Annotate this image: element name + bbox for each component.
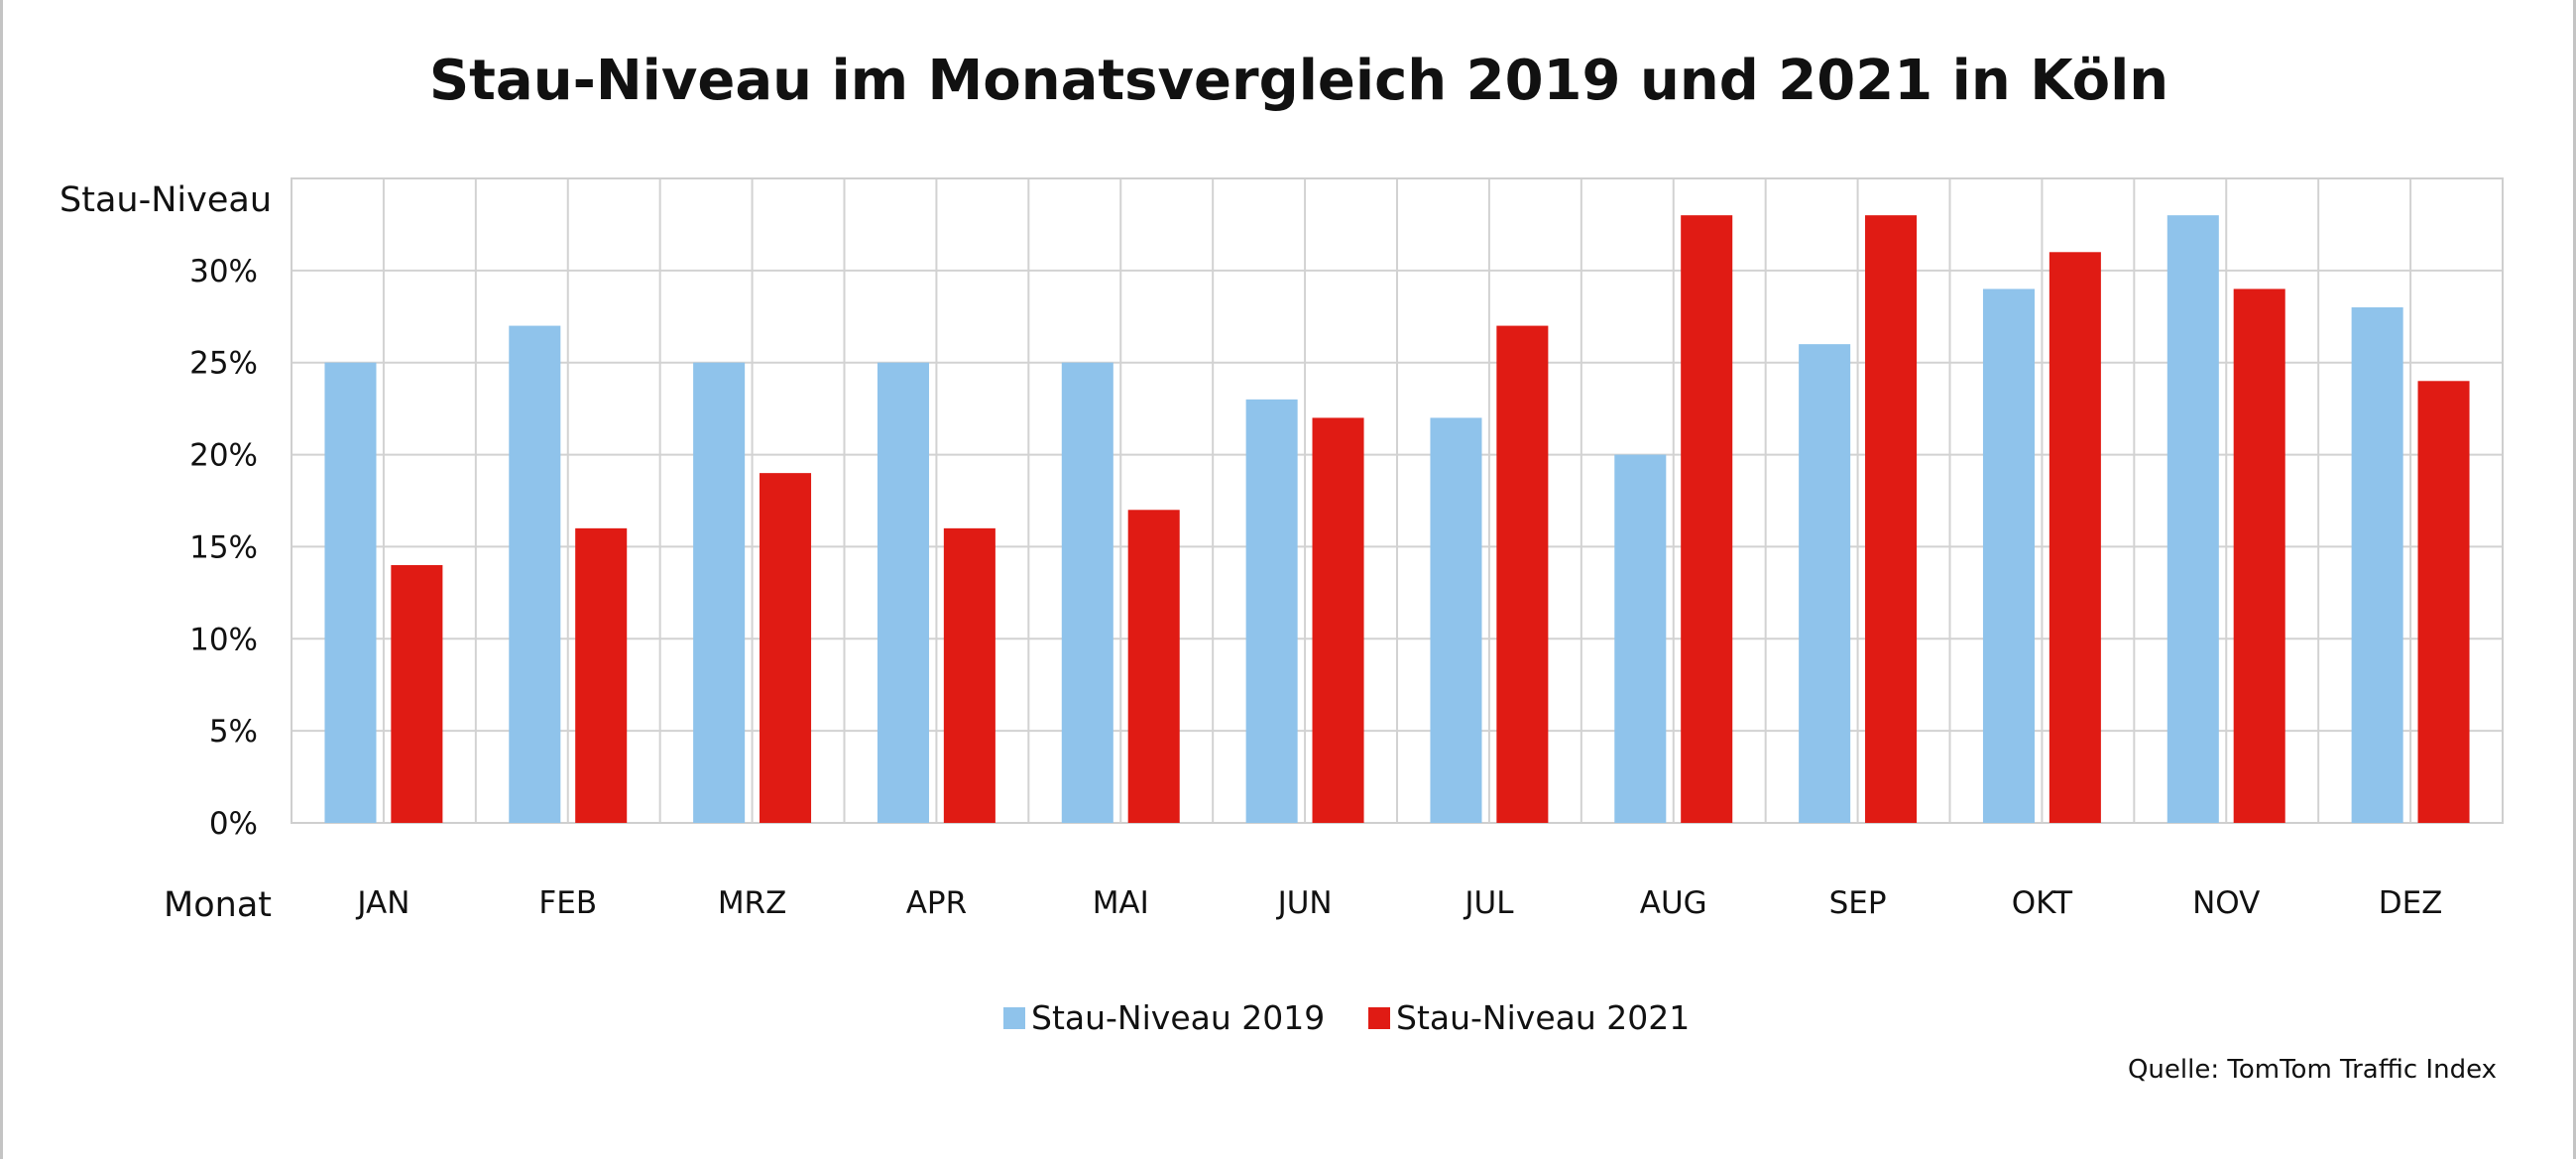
x-tick-label: JUN — [1276, 885, 1333, 921]
y-axis-label: Stau-Niveau — [59, 180, 272, 220]
bar-2019-mrz — [693, 362, 746, 823]
x-tick-label: JAN — [355, 885, 410, 921]
bar-2021-nov — [2233, 289, 2285, 823]
bars — [324, 215, 2470, 824]
bar-2021-dez — [2417, 381, 2470, 823]
legend-label-2019: Stau-Niveau 2019 — [1031, 998, 1325, 1037]
bar-2021-mrz — [760, 473, 812, 823]
source-note: Quelle: TomTom Traffic Index — [2128, 1055, 2497, 1085]
grid-lines — [291, 177, 2504, 824]
y-tick-label: 30% — [189, 254, 258, 290]
x-tick-label: OKT — [2012, 885, 2073, 921]
y-tick-label: 25% — [189, 346, 258, 382]
x-tick-label: NOV — [2192, 885, 2260, 921]
x-tick-label: FEB — [538, 885, 597, 921]
bar-2021-apr — [943, 527, 995, 823]
bar-2019-dez — [2351, 307, 2403, 823]
plot-area-border — [291, 177, 2504, 824]
y-tick-label: 15% — [189, 529, 258, 565]
bar-2021-mai — [1127, 510, 1180, 823]
x-tick-label: APR — [906, 885, 967, 921]
x-tick-label: AUG — [1640, 885, 1707, 921]
x-axis-label: Monat — [164, 885, 272, 925]
bar-2021-jan — [391, 565, 443, 823]
legend: Stau-Niveau 2019 Stau-Niveau 2021 — [1003, 998, 1690, 1037]
bar-2021-jul — [1496, 325, 1549, 823]
bar-2019-feb — [509, 325, 561, 823]
x-tick-label: DEZ — [2379, 885, 2443, 921]
bar-2019-aug — [1614, 454, 1667, 823]
bar-2019-apr — [877, 362, 929, 823]
y-tick-label: 0% — [209, 806, 258, 842]
legend-swatch-2019 — [1003, 1007, 1025, 1029]
bar-2019-mai — [1061, 362, 1113, 823]
bar-2019-okt — [1982, 289, 2035, 823]
bar-2021-aug — [1681, 215, 1733, 824]
y-tick-label: 20% — [189, 438, 258, 474]
tick-labels: 0% 5% 10% 15% 20% 25% 30% JAN FEB MRZ APR MAI JUN JUL… — [189, 254, 2442, 921]
y-tick-label: 10% — [189, 622, 258, 657]
bar-2019-jul — [1430, 417, 1482, 823]
legend-swatch-2021 — [1368, 1007, 1390, 1029]
bar-2019-sep — [1799, 344, 1851, 823]
bar-2021-jun — [1312, 417, 1364, 823]
bar-2019-nov — [2166, 215, 2219, 824]
x-tick-label: MRZ — [718, 885, 787, 921]
bar-2019-jan — [324, 362, 377, 823]
x-tick-label: SEP — [1829, 885, 1887, 921]
legend-label-2021: Stau-Niveau 2021 — [1396, 998, 1690, 1037]
x-tick-label: MAI — [1093, 885, 1149, 921]
y-tick-label: 5% — [209, 714, 258, 750]
bar-2021-feb — [575, 527, 628, 823]
bar-2019-jun — [1245, 399, 1298, 823]
bar-2021-sep — [1865, 215, 1918, 824]
chart-title: Stau-Niveau im Monatsvergleich 2019 und … — [429, 49, 2168, 113]
bar-2021-okt — [2049, 252, 2101, 824]
x-tick-label: JUL — [1463, 885, 1514, 921]
